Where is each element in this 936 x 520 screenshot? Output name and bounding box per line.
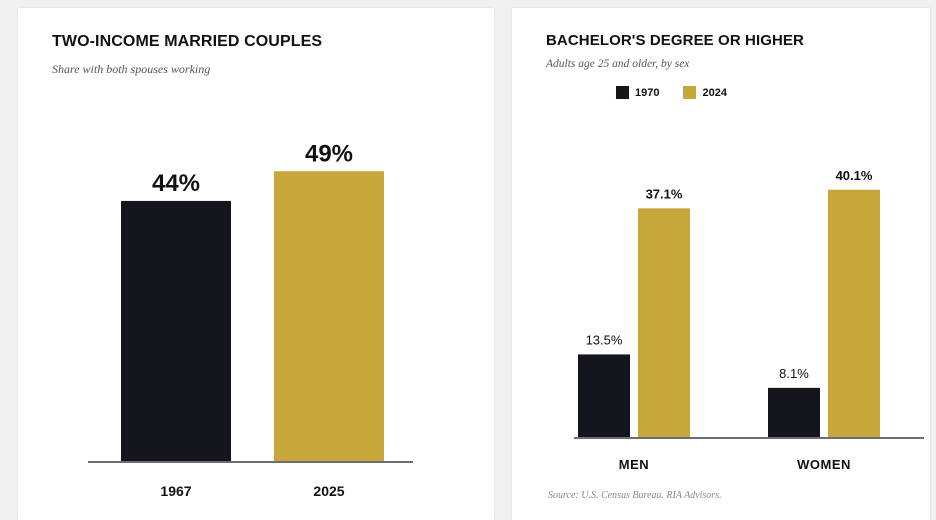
chart-subtitle: Share with both spouses working — [52, 62, 211, 76]
chart-title: BACHELOR'S DEGREE OR HIGHER — [546, 32, 804, 49]
data-label: 49% — [305, 140, 353, 167]
chart-panel-bachelors: BACHELOR'S DEGREE OR HIGHER Adults age 2… — [512, 8, 930, 520]
legend-swatch-1970 — [616, 86, 629, 99]
bar-men-2024 — [638, 208, 690, 438]
chart-panel-two-income: TWO-INCOME MARRIED COUPLES Share with bo… — [18, 8, 494, 520]
data-label: 37.1% — [646, 186, 683, 201]
x-tick-label: 2025 — [313, 483, 344, 499]
chart-title: TWO-INCOME MARRIED COUPLES — [52, 33, 323, 50]
legend-item-1970: 1970 — [616, 86, 659, 99]
data-label: 40.1% — [836, 168, 873, 183]
bar-men-1970 — [578, 354, 630, 438]
data-label: 13.5% — [586, 332, 623, 347]
source-note: Source: U.S. Census Bureau. RIA Advisors… — [548, 490, 722, 501]
bar-women-2024 — [828, 189, 880, 438]
data-label: 8.1% — [779, 366, 809, 381]
data-label: 44% — [152, 170, 200, 197]
legend-label: 1970 — [635, 86, 660, 99]
chart-subtitle: Adults age 25 and older, by sex — [546, 58, 690, 70]
bar-2025 — [274, 171, 384, 462]
legend-swatch-2024 — [683, 86, 697, 99]
x-tick-label: MEN — [619, 457, 649, 472]
x-tick-label: WOMEN — [797, 457, 851, 472]
two-income-bar-chart: 44% 1967 49% 2025 — [88, 140, 413, 499]
x-tick-label: 1967 — [160, 483, 191, 499]
chart-legend: 1970 2024 — [616, 86, 751, 99]
bar-women-1970 — [768, 387, 820, 438]
bar-1967 — [121, 200, 231, 462]
legend-label: 2024 — [702, 86, 727, 99]
bachelors-bar-chart: 13.5% 37.1% MEN 8.1% 40.1% WOMEN — [574, 168, 924, 472]
legend-item-2024: 2024 — [683, 86, 727, 99]
